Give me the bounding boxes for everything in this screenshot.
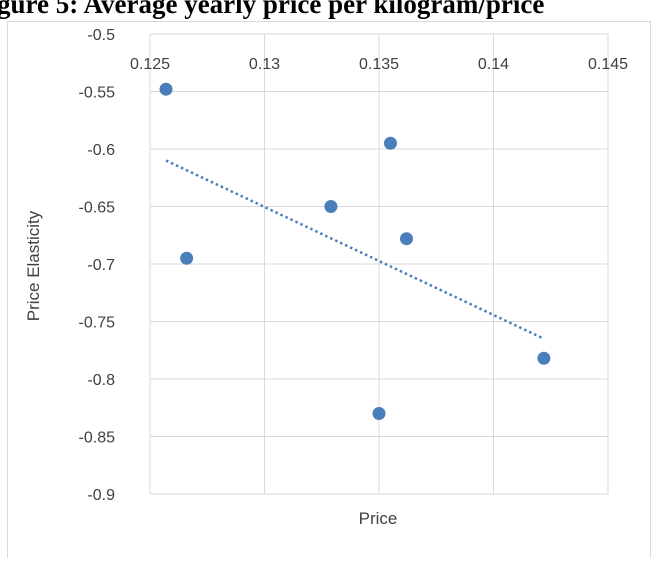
x-tick-label: 0.135 xyxy=(359,56,399,73)
x-axis-title: Price xyxy=(359,509,398,528)
x-tick-label: 0.125 xyxy=(130,56,170,73)
y-tick-label: -0.65 xyxy=(79,200,116,217)
data-point xyxy=(159,82,173,96)
data-point xyxy=(324,200,338,213)
y-tick-label: -0.75 xyxy=(79,315,116,332)
x-tick-label: 0.145 xyxy=(588,56,628,73)
y-tick-label: -0.7 xyxy=(87,257,115,274)
data-points xyxy=(159,82,551,420)
data-point xyxy=(372,407,386,420)
data-point xyxy=(537,351,551,365)
y-tick-label: -0.9 xyxy=(87,487,115,504)
y-axis-title: Price Elasticity xyxy=(24,210,43,321)
data-point xyxy=(383,136,397,150)
chart-area xyxy=(7,21,651,558)
figure-caption: gure 5: Average yearly price per kilogra… xyxy=(0,0,545,19)
data-point xyxy=(399,232,413,246)
x-tick-label: 0.13 xyxy=(249,56,280,73)
y-tick-label: -0.85 xyxy=(79,430,116,447)
y-tick-label: -0.8 xyxy=(87,372,115,389)
x-tick-labels: 0.125 0.13 0.135 0.14 0.145 xyxy=(130,56,628,73)
y-tick-label: -0.5 xyxy=(87,27,115,44)
y-tick-label: -0.55 xyxy=(79,85,116,102)
y-tick-label: -0.6 xyxy=(87,142,115,159)
y-tick-labels: -0.5 -0.55 -0.6 -0.65 -0.7 -0.75 -0.8 -0.85 -0.9 xyxy=(79,27,116,504)
x-tick-label: 0.14 xyxy=(478,56,509,73)
data-point xyxy=(180,251,194,265)
gridlines xyxy=(149,33,609,495)
trendline xyxy=(165,159,545,340)
trendline-path xyxy=(165,159,545,340)
